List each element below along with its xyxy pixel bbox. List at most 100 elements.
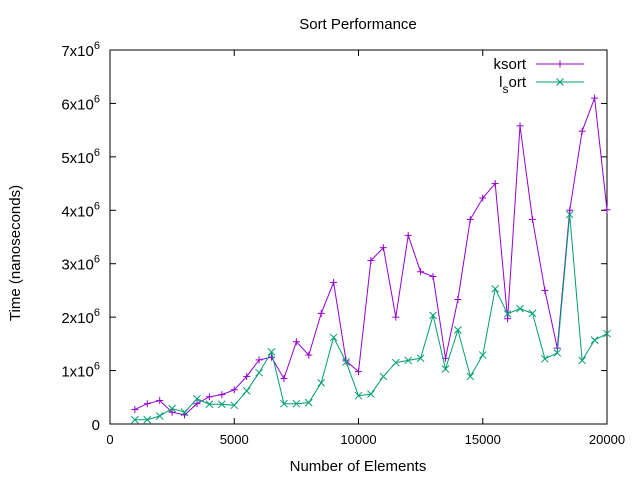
ksort-point xyxy=(168,408,176,416)
lsort-point xyxy=(516,304,524,313)
legend-subscript: s xyxy=(502,82,508,96)
y-tick-base: 4x10 xyxy=(61,203,94,220)
lsort-point xyxy=(143,415,152,424)
lsort-line xyxy=(134,214,608,421)
y-tick-base: 3x10 xyxy=(61,257,94,274)
lsort-point xyxy=(342,358,350,366)
ksort-point xyxy=(305,351,313,359)
ksort-point xyxy=(218,391,226,399)
lsort-point xyxy=(304,398,313,407)
ksort-point xyxy=(466,215,474,223)
lsort-point xyxy=(205,400,214,409)
y-tick-exponent: 6 xyxy=(94,254,100,266)
ksort-point xyxy=(603,206,611,214)
y-tick-label: 0 xyxy=(92,417,100,434)
lsort-point xyxy=(603,329,611,338)
legend-text: l xyxy=(499,74,502,91)
y-tick-exponent: 6 xyxy=(94,93,100,105)
y-tick-label: 3x106 xyxy=(61,254,100,274)
lsort-point xyxy=(155,412,164,420)
legend-label-ksort: ksort xyxy=(493,56,526,73)
lsort-point xyxy=(590,336,599,344)
y-tick-exponent: 6 xyxy=(94,147,100,159)
y-tick-label: 2x106 xyxy=(61,307,100,327)
ksort-point xyxy=(578,127,586,135)
ksort-point xyxy=(566,206,574,214)
y-tick-label: 7x106 xyxy=(61,40,100,60)
ksort-point xyxy=(205,393,213,401)
legend-label-lsort: lsort xyxy=(499,74,527,96)
lsort-point xyxy=(578,356,587,365)
x-tick-label: 20000 xyxy=(589,432,625,447)
ksort-point xyxy=(292,338,300,346)
lsort-point xyxy=(130,415,139,424)
series-layer xyxy=(130,94,611,424)
lsort-point xyxy=(466,372,475,381)
y-tick-label: 6x106 xyxy=(61,93,100,113)
x-tick-label: 15000 xyxy=(465,432,501,447)
y-axis-label: Time (nanoseconds) xyxy=(7,185,24,321)
lsort-point xyxy=(379,372,388,381)
y-tick-base: 2x10 xyxy=(61,310,94,327)
ksort-point xyxy=(479,194,487,202)
ksort-point xyxy=(541,286,549,294)
ksort-point xyxy=(280,375,288,383)
lsort-point xyxy=(280,399,288,408)
ksort-point xyxy=(429,273,437,281)
axis-ticks: 0 5000 10000 15000 2000001x1062x1063x1064x10… xyxy=(61,40,625,447)
lsort-point xyxy=(242,387,251,395)
lsort-point xyxy=(391,358,400,367)
y-tick-base: 1x10 xyxy=(61,364,94,381)
lsort-point xyxy=(416,354,425,363)
lsort-point xyxy=(565,210,574,219)
lsort-point xyxy=(404,356,413,365)
lsort-point xyxy=(292,399,301,408)
lsort-point xyxy=(528,309,537,318)
ksort-point xyxy=(528,215,536,223)
lsort-point xyxy=(541,354,549,363)
lsort-point xyxy=(454,326,462,334)
ksort-point xyxy=(230,386,238,394)
ksort-line xyxy=(134,97,608,416)
lsort-point xyxy=(180,408,189,417)
y-tick-exponent: 6 xyxy=(94,361,100,373)
ksort-point xyxy=(243,372,251,380)
lsort-point xyxy=(329,333,338,342)
legend-text: ksort xyxy=(493,56,526,73)
ksort-point xyxy=(355,368,362,376)
lsort-point xyxy=(354,391,363,400)
series-ksort xyxy=(131,94,611,419)
lsort-point xyxy=(217,400,226,409)
lsort-point xyxy=(478,351,487,359)
y-tick-base: 5x10 xyxy=(61,150,94,167)
x-tick-label: 5000 xyxy=(220,432,249,447)
ksort-point xyxy=(367,257,375,265)
lsort-point xyxy=(168,404,176,413)
lsort-point xyxy=(267,348,276,356)
ksort-point xyxy=(268,353,276,361)
ksort-point xyxy=(193,400,201,408)
ksort-point xyxy=(255,356,263,364)
ksort-point xyxy=(516,122,524,130)
chart-title: Sort Performance xyxy=(299,16,417,33)
ksort-point xyxy=(330,278,338,286)
x-tick-label: 0 xyxy=(106,432,113,447)
lsort-point xyxy=(441,365,450,373)
ksort-point xyxy=(392,313,400,321)
lsort-point xyxy=(193,395,201,403)
ksort-point xyxy=(454,296,462,304)
ksort-point xyxy=(417,268,425,276)
lsort-point xyxy=(491,284,500,293)
y-tick-exponent: 6 xyxy=(94,200,100,212)
y-tick-exponent: 6 xyxy=(94,40,100,52)
ksort-point xyxy=(143,400,151,408)
y-tick-label: 1x106 xyxy=(61,361,100,381)
series-lsort xyxy=(130,210,611,424)
legend-marker-ksort xyxy=(556,60,564,68)
lsort-point xyxy=(367,390,375,398)
x-axis-label: Number of Elements xyxy=(290,458,427,475)
x-tick-label: 10000 xyxy=(340,432,376,447)
lsort-point xyxy=(230,401,239,410)
